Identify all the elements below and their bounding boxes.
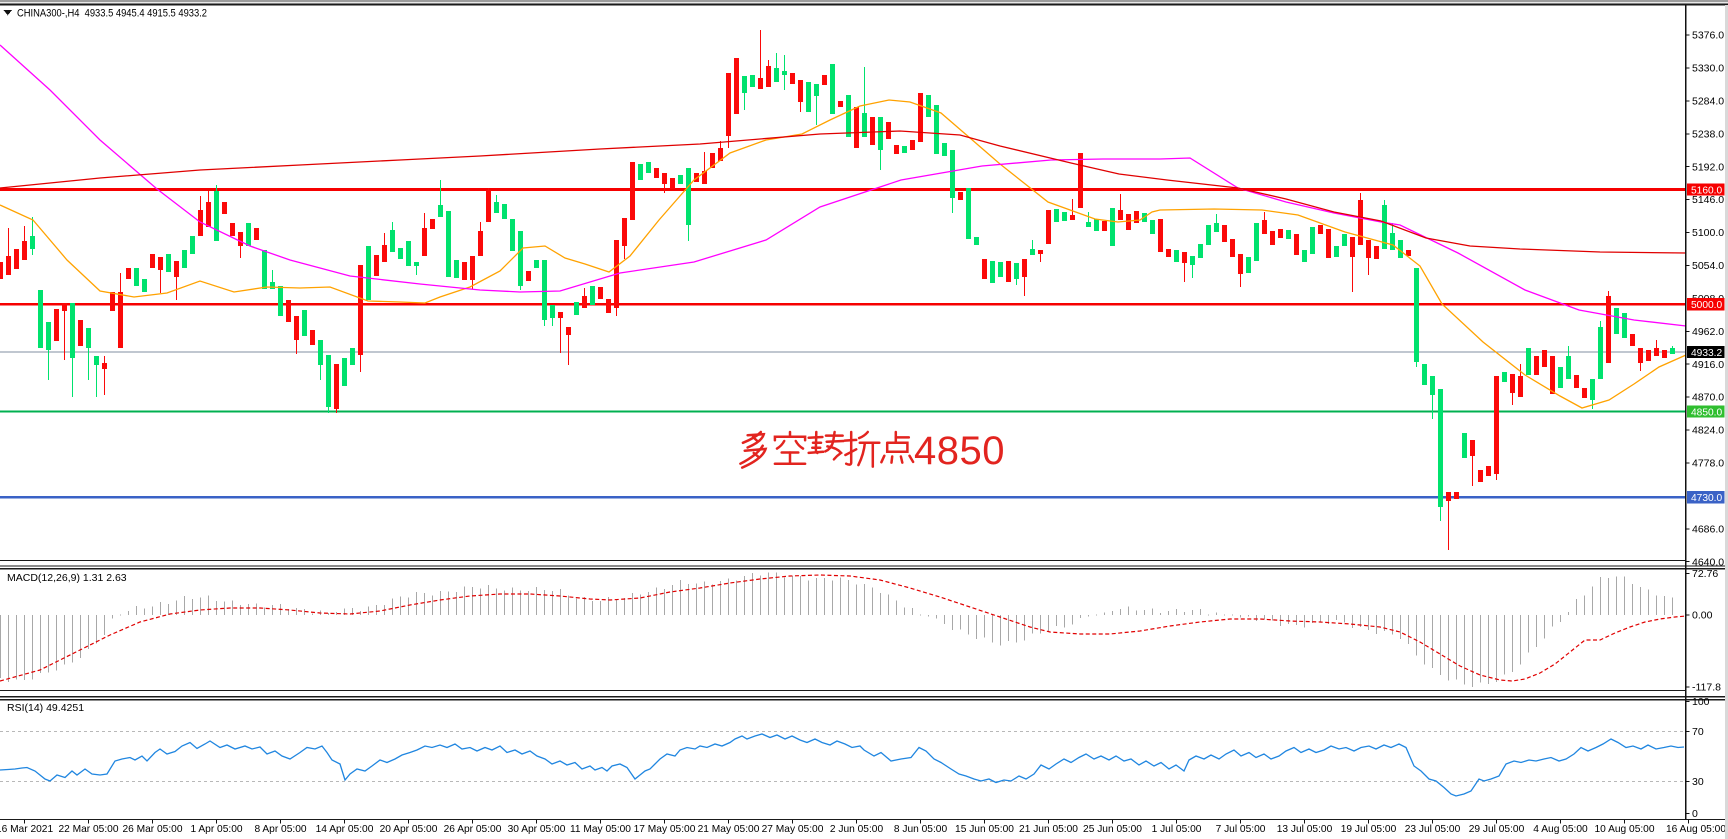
svg-text:8 Apr 05:00: 8 Apr 05:00 — [254, 824, 306, 835]
svg-text:5000.0: 5000.0 — [1691, 300, 1722, 311]
svg-text:5376.0: 5376.0 — [1692, 30, 1724, 42]
svg-text:4778.0: 4778.0 — [1692, 458, 1724, 470]
svg-text:0: 0 — [1692, 808, 1698, 820]
svg-text:MACD(12,26,9) 1.31 2.63: MACD(12,26,9) 1.31 2.63 — [7, 572, 127, 584]
svg-text:0.00: 0.00 — [1692, 610, 1713, 622]
svg-text:4870.0: 4870.0 — [1692, 392, 1724, 404]
svg-text:4686.0: 4686.0 — [1692, 523, 1724, 535]
svg-text:17 May 05:00: 17 May 05:00 — [634, 824, 696, 835]
svg-text:-117.8: -117.8 — [1692, 682, 1721, 694]
svg-text:2 Jun 05:00: 2 Jun 05:00 — [830, 824, 884, 835]
svg-text:5160.0: 5160.0 — [1691, 185, 1722, 196]
svg-text:4640.0: 4640.0 — [1692, 556, 1724, 568]
svg-text:4824.0: 4824.0 — [1692, 425, 1724, 437]
svg-text:5192.0: 5192.0 — [1692, 161, 1724, 173]
svg-text:CHINA300-,H4 4933.5 4945.4 49: CHINA300-,H4 4933.5 4945.4 4915.5 4933.2 — [17, 8, 207, 20]
svg-text:1 Apr 05:00: 1 Apr 05:00 — [190, 824, 242, 835]
svg-text:29 Jul 05:00: 29 Jul 05:00 — [1469, 824, 1525, 835]
svg-text:13 Jul 05:00: 13 Jul 05:00 — [1277, 824, 1333, 835]
svg-text:100: 100 — [1692, 696, 1710, 708]
svg-text:4916.0: 4916.0 — [1692, 359, 1724, 371]
svg-text:30 Apr 05:00: 30 Apr 05:00 — [508, 824, 566, 835]
svg-text:1 Jul 05:00: 1 Jul 05:00 — [1152, 824, 1202, 835]
svg-text:27 May 05:00: 27 May 05:00 — [762, 824, 824, 835]
svg-text:15 Jun 05:00: 15 Jun 05:00 — [955, 824, 1014, 835]
svg-text:19 Jul 05:00: 19 Jul 05:00 — [1341, 824, 1397, 835]
svg-text:16 Mar 2021: 16 Mar 2021 — [0, 824, 53, 835]
svg-text:70: 70 — [1692, 726, 1704, 738]
svg-text:25 Jun 05:00: 25 Jun 05:00 — [1083, 824, 1142, 835]
svg-text:14 Apr 05:00: 14 Apr 05:00 — [316, 824, 374, 835]
svg-text:4 Aug 05:00: 4 Aug 05:00 — [1533, 824, 1588, 835]
svg-text:4850.0: 4850.0 — [1691, 407, 1722, 418]
svg-text:4933.2: 4933.2 — [1691, 348, 1722, 359]
svg-text:4962.0: 4962.0 — [1692, 326, 1724, 338]
svg-text:11 May 05:00: 11 May 05:00 — [570, 824, 631, 835]
svg-text:22 Mar 05:00: 22 Mar 05:00 — [58, 824, 118, 835]
svg-text:4730.0: 4730.0 — [1691, 493, 1722, 504]
svg-text:4850: 4850 — [914, 429, 1005, 473]
svg-text:26 Mar 05:00: 26 Mar 05:00 — [122, 824, 182, 835]
svg-text:5330.0: 5330.0 — [1692, 63, 1724, 75]
svg-text:RSI(14) 49.4251: RSI(14) 49.4251 — [7, 702, 84, 714]
svg-text:5238.0: 5238.0 — [1692, 128, 1724, 140]
svg-text:20 Apr 05:00: 20 Apr 05:00 — [380, 824, 438, 835]
svg-text:21 Jun 05:00: 21 Jun 05:00 — [1019, 824, 1078, 835]
svg-text:5100.0: 5100.0 — [1692, 227, 1724, 239]
svg-text:23 Jul 05:00: 23 Jul 05:00 — [1405, 824, 1461, 835]
svg-text:30: 30 — [1692, 776, 1704, 788]
svg-text:7 Jul 05:00: 7 Jul 05:00 — [1216, 824, 1266, 835]
svg-text:10 Aug 05:00: 10 Aug 05:00 — [1594, 824, 1654, 835]
svg-text:26 Apr 05:00: 26 Apr 05:00 — [444, 824, 502, 835]
svg-text:16 Aug 05:00: 16 Aug 05:00 — [1666, 824, 1726, 835]
svg-text:8 Jun 05:00: 8 Jun 05:00 — [894, 824, 948, 835]
svg-text:5146.0: 5146.0 — [1692, 194, 1724, 206]
svg-text:21 May 05:00: 21 May 05:00 — [698, 824, 760, 835]
svg-text:5284.0: 5284.0 — [1692, 95, 1724, 107]
svg-text:72.76: 72.76 — [1692, 568, 1718, 580]
svg-text:5054.0: 5054.0 — [1692, 260, 1724, 272]
